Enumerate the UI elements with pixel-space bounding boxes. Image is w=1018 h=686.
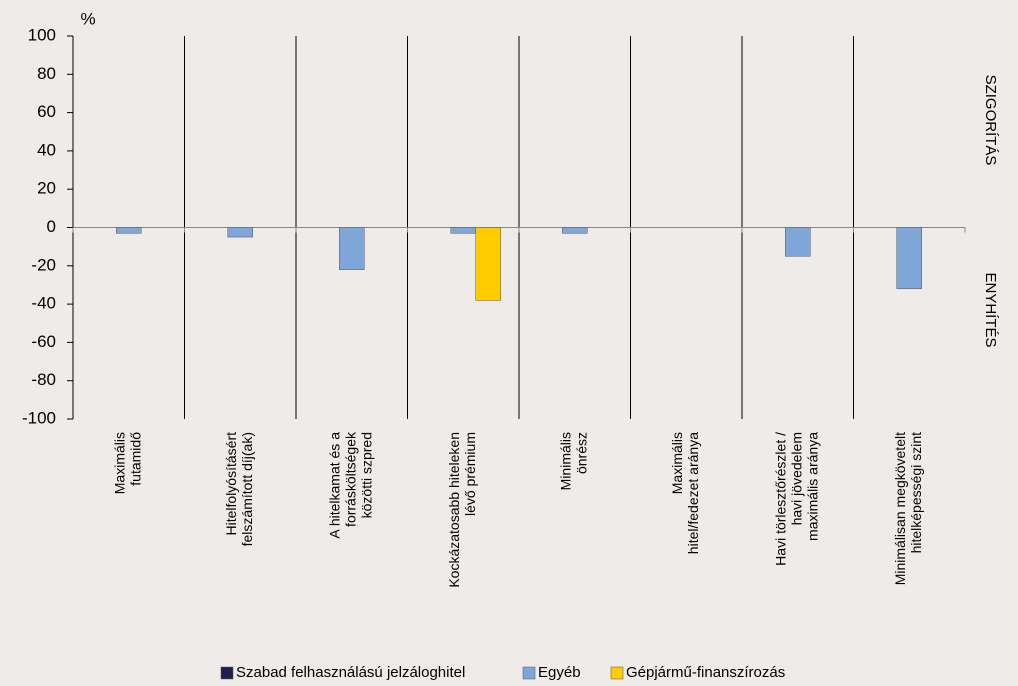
bar — [450, 227, 476, 234]
x-tick-label: hitelképességi szint — [908, 432, 924, 554]
x-tick-label: hitel/fedezet aránya — [685, 432, 701, 554]
legend-label: Gépjármű-finanszírozás — [626, 664, 785, 681]
y-tick-label: -40 — [31, 294, 56, 313]
x-tick-label: Minimálisan megkövetelt — [892, 432, 908, 585]
x-tick-label: forrásköltségek — [342, 431, 358, 527]
x-tick-label: maximális aránya — [804, 432, 820, 541]
bar — [785, 227, 811, 257]
x-tick-label: futamidő — [127, 432, 143, 486]
legend-swatch — [522, 666, 536, 680]
x-tick-label: Maximális — [111, 432, 127, 494]
y-tick-label: 20 — [37, 179, 56, 198]
unit-label: % — [80, 9, 95, 28]
x-tick-label: felszámított díj(ak) — [239, 432, 255, 546]
bar — [896, 227, 922, 290]
x-tick-label: közötti szpred — [358, 432, 374, 518]
x-tick-label: Maximális — [669, 432, 685, 494]
y-tick-label: -20 — [31, 255, 56, 274]
legend-swatch — [610, 666, 624, 680]
x-tick-label: Havi törlesztőrészlet / — [772, 432, 788, 566]
legend-label: Szabad felhasználású jelzáloghitel — [236, 664, 465, 681]
x-tick-label: Hitelfolyósításért — [223, 432, 239, 536]
y-tick-label: 40 — [37, 140, 56, 159]
upper-label: SZIGORÍTÁS — [982, 75, 999, 166]
y-tick-label: 0 — [47, 217, 56, 236]
legend-swatch — [220, 666, 234, 680]
x-tick-label: havi jövedelem — [788, 432, 804, 525]
x-tick-label: Minimális — [557, 432, 573, 490]
x-tick-label: önrész — [573, 432, 589, 474]
y-tick-label: -100 — [22, 408, 56, 427]
y-tick-label: 100 — [28, 25, 56, 44]
bar — [562, 227, 588, 234]
bar — [339, 227, 365, 270]
y-tick-label: -80 — [31, 370, 56, 389]
lower-label: ENYHÍTÉS — [982, 272, 999, 347]
x-tick-label: A hitelkamat és a — [326, 432, 342, 539]
legend-label: Egyéb — [538, 664, 581, 681]
y-tick-label: 60 — [37, 102, 56, 121]
bar — [116, 227, 142, 234]
x-tick-label: Kockázatosabb hiteleken — [446, 432, 462, 588]
bar — [227, 227, 253, 238]
x-tick-label: lévő prémium — [462, 432, 478, 516]
bar — [475, 227, 501, 301]
y-tick-label: -60 — [31, 332, 56, 351]
y-tick-label: 80 — [37, 64, 56, 83]
